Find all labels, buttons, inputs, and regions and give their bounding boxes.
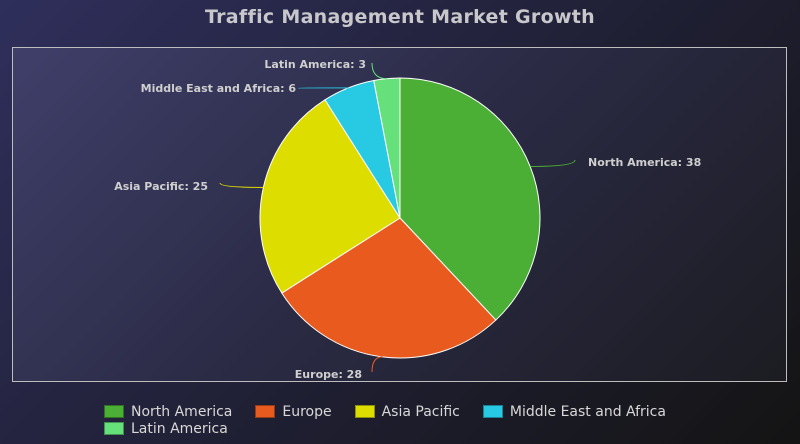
legend-row: North America Europe Asia Pacific Middle… (104, 403, 784, 420)
pie-slice-asia-pacific[interactable] (259, 99, 401, 294)
legend-item-north-america[interactable]: North America (104, 404, 232, 420)
legend-swatch (104, 405, 124, 418)
chart-title: Traffic Management Market Growth (204, 6, 596, 28)
legend-label: Middle East and Africa (509, 403, 666, 420)
leader-line (219, 182, 264, 188)
data-label: Europe: 28 (295, 368, 362, 381)
legend-swatch (255, 405, 276, 418)
legend-swatch (482, 405, 503, 418)
data-label: North America: 38 (588, 156, 701, 169)
legend-swatch (104, 422, 124, 435)
leader-line (371, 62, 387, 80)
pie-slice-europe[interactable] (281, 217, 497, 359)
legend-swatch (354, 405, 375, 418)
data-label: Middle East and Africa: 6 (141, 82, 297, 95)
data-label: Asia Pacific: 25 (114, 180, 208, 193)
legend-label: Europe (282, 403, 332, 420)
legend-item-europe[interactable]: Europe (255, 403, 332, 420)
legend-item-middle-east-and-africa[interactable]: Middle East and Africa (482, 403, 666, 420)
pie-slice-latin-america[interactable] (373, 77, 401, 219)
legend-label: Asia Pacific (381, 403, 460, 420)
leader-line (530, 159, 576, 167)
data-label: Latin America: 3 (264, 58, 366, 71)
legend-row: Latin America (104, 420, 784, 437)
leader-line (371, 356, 383, 373)
legend-label: North America (131, 403, 233, 420)
legend-label: Latin America (131, 420, 228, 437)
legend-item-asia-pacific[interactable]: Asia Pacific (354, 403, 460, 420)
legend: North America Europe Asia Pacific Middle… (104, 403, 784, 437)
legend-item-latin-america[interactable]: Latin America (104, 421, 228, 437)
